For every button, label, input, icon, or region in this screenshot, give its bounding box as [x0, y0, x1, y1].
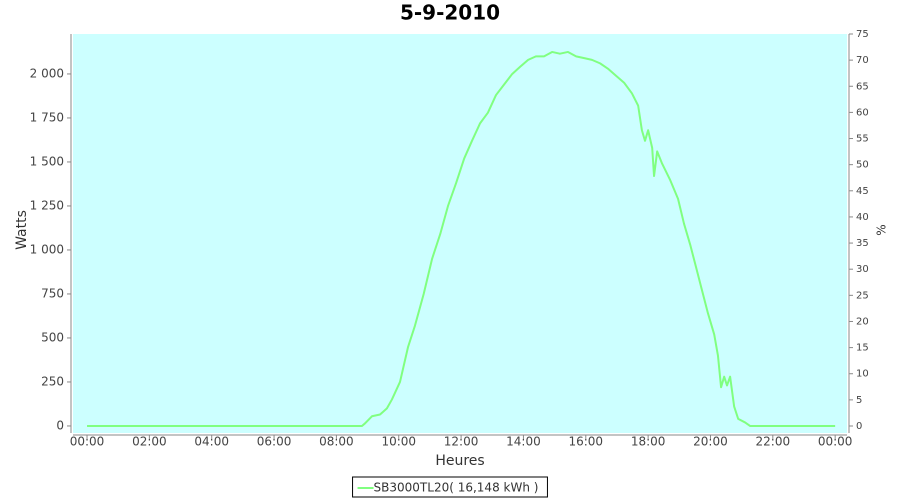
x-axis-label: Heures	[435, 453, 484, 469]
y2-tick-label: 60	[856, 107, 869, 118]
x-tick-label: 04:00	[194, 435, 229, 449]
y2-tick-label: 5	[856, 395, 862, 406]
y-tick-label: 0	[56, 418, 64, 432]
y2-tick-label: 70	[856, 55, 869, 66]
y-tick-label: 250	[41, 374, 64, 388]
x-tick-label: 10:00	[381, 435, 416, 449]
x-tick-label: 12:00	[444, 435, 479, 449]
y2-tick-label: 20	[856, 316, 869, 327]
y-tick-label: 750	[41, 286, 64, 300]
y2-tick-label: 45	[856, 186, 869, 197]
y-tick-label: 500	[41, 330, 64, 344]
x-tick-label: 18:00	[631, 435, 666, 449]
y2-tick-label: 25	[856, 290, 869, 301]
y-tick-label: 1 500	[30, 154, 64, 168]
y-tick-label: 1 750	[30, 110, 64, 124]
x-tick-label: 00:00	[818, 435, 853, 449]
x-tick-label: 14:00	[506, 435, 541, 449]
x-tick-label: 22:00	[756, 435, 791, 449]
y-tick-label: 2 000	[30, 66, 64, 80]
y-tick-label: 1 250	[30, 198, 64, 212]
y-tick-label: 1 000	[30, 242, 64, 256]
y2-tick-label: 35	[856, 238, 869, 249]
y2-tick-label: 55	[856, 134, 869, 145]
x-tick-label: 16:00	[568, 435, 603, 449]
x-tick-label: 00:00	[70, 435, 105, 449]
data-line	[87, 50, 836, 427]
legend-box	[352, 476, 548, 498]
x-tick-label: 02:00	[132, 435, 167, 449]
legend-label: SB3000TL20( 16,148 kWh )	[374, 481, 539, 495]
y2-tick-label: 30	[856, 264, 869, 275]
chart-title: 5-9-2010	[400, 1, 500, 25]
x-tick-label: 20:00	[693, 435, 728, 449]
y2-tick-label: 10	[856, 369, 869, 380]
y2-tick-label: 40	[856, 212, 869, 223]
y2-tick-label: 65	[856, 81, 869, 92]
legend: SB3000TL20( 16,148 kWh )	[352, 476, 548, 498]
x-tick-label: 06:00	[257, 435, 292, 449]
plot-area	[73, 34, 847, 433]
y2-tick-label: 75	[856, 29, 869, 40]
y2-tick-label: 0	[856, 421, 862, 432]
y2-tick-label: 50	[856, 160, 869, 171]
y-axis-label: Watts	[14, 210, 30, 250]
y2-axis-label: %	[875, 224, 889, 235]
y2-tick-label: 15	[856, 343, 869, 354]
x-tick-label: 08:00	[319, 435, 354, 449]
